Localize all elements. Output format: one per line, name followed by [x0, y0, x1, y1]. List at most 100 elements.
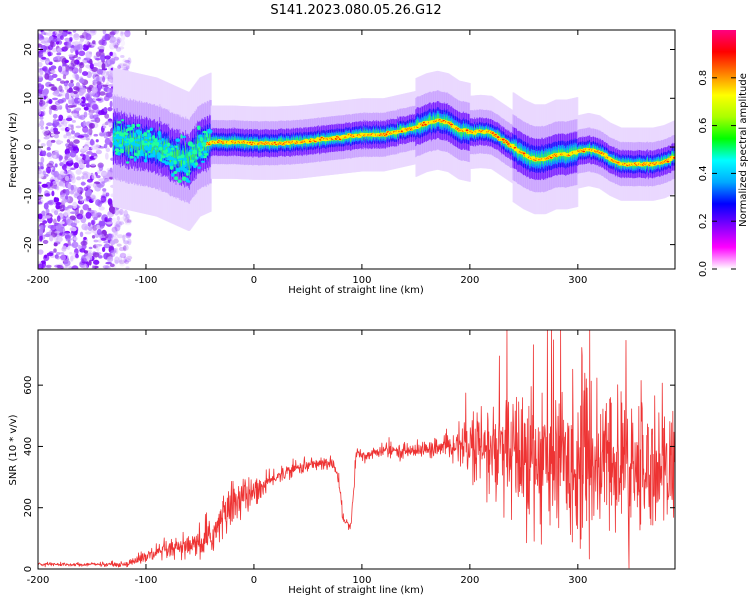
noise-blob [60, 127, 67, 131]
noise-blob [45, 126, 49, 130]
noise-blob [96, 68, 104, 75]
noise-blob [38, 74, 43, 78]
noise-blob [39, 116, 44, 120]
noise-blob [38, 249, 44, 255]
noise-blob [43, 202, 49, 210]
noise-blob [123, 67, 129, 71]
noise-blob [114, 224, 121, 232]
noise-blob [125, 30, 131, 34]
noise-blob [92, 225, 98, 231]
noise-blob [93, 231, 98, 234]
noise-blob [38, 181, 42, 185]
noise-blob [91, 234, 96, 239]
noise-blob [89, 63, 94, 70]
noise-blob [123, 240, 130, 245]
noise-blob [39, 119, 45, 127]
noise-blob [120, 55, 125, 58]
noise-blob [125, 232, 132, 237]
noise-blob [61, 198, 67, 204]
noise-blob [85, 86, 92, 90]
noise-blob [63, 46, 69, 51]
noise-blob [42, 150, 47, 157]
noise-blob [58, 65, 63, 73]
noise-blob [111, 30, 116, 35]
noise-blob [68, 54, 75, 57]
noise-blob [56, 264, 63, 269]
noise-blob [125, 232, 132, 239]
noise-blob [56, 47, 63, 53]
noise-blob [94, 57, 101, 61]
noise-blob [102, 125, 107, 129]
noise-blob [91, 264, 95, 269]
noise-blob [109, 43, 116, 50]
noise-blob [116, 37, 122, 43]
noise-blob [80, 181, 86, 186]
noise-blob [44, 215, 52, 219]
noise-blob [107, 198, 113, 205]
noise-blob [65, 153, 71, 157]
noise-blob [49, 105, 56, 110]
noise-blob [54, 55, 62, 61]
noise-blob [81, 104, 86, 108]
noise-blob [121, 64, 127, 71]
noise-blob [66, 139, 71, 143]
noise-blob [56, 52, 62, 56]
noise-blob [105, 261, 112, 265]
noise-blob [38, 49, 44, 55]
noise-blob [38, 43, 43, 48]
noise-blob [53, 196, 57, 203]
noise-blob [104, 55, 111, 60]
noise-blob [118, 259, 125, 265]
noise-blob [118, 246, 125, 252]
noise-blob [38, 195, 41, 199]
noise-blob [84, 134, 89, 138]
noise-blob [64, 64, 70, 72]
noise-blob [95, 139, 99, 143]
noise-blob [60, 254, 66, 261]
noise-blob [124, 216, 130, 224]
noise-blob [83, 111, 88, 118]
noise-blob [126, 253, 132, 260]
noise-blob [73, 162, 79, 169]
noise-blob [89, 58, 93, 65]
noise-blob [123, 256, 127, 263]
noise-blob [85, 189, 92, 197]
noise-blob [59, 181, 63, 186]
noise-blob [41, 31, 46, 35]
noise-blob [51, 190, 55, 197]
noise-blob [82, 126, 89, 133]
noise-blob [93, 133, 99, 137]
noise-blob [64, 155, 69, 161]
noise-blob [106, 92, 113, 98]
noise-blob [46, 139, 53, 148]
figure-title: S141.2023.080.05.26.G12 [270, 3, 441, 18]
noise-blob [99, 132, 105, 137]
noise-blob [66, 127, 71, 131]
noise-blob [56, 186, 60, 191]
noise-blob [100, 171, 107, 177]
noise-blob [82, 44, 89, 51]
noise-blob [124, 217, 130, 223]
noise-blob [45, 60, 50, 64]
noise-blob [105, 192, 110, 197]
noise-blob [73, 33, 80, 41]
noise-blob [61, 31, 68, 37]
noise-blob [69, 173, 75, 181]
noise-blob [83, 106, 89, 111]
noise-blob [99, 40, 106, 45]
noise-blob [88, 207, 92, 211]
noise-blob [72, 30, 77, 33]
noise-blob [108, 205, 116, 213]
noise-blob [56, 215, 61, 222]
noise-blob [105, 71, 110, 76]
noise-blob [64, 148, 71, 156]
noise-blob [99, 91, 106, 96]
noise-blob [87, 252, 93, 258]
noise-blob [44, 193, 51, 197]
noise-blob [109, 240, 116, 245]
noise-blob [85, 137, 90, 141]
noise-blob [70, 59, 77, 67]
noise-blob [65, 103, 69, 110]
noise-blob [53, 170, 60, 178]
noise-blob [48, 35, 54, 40]
